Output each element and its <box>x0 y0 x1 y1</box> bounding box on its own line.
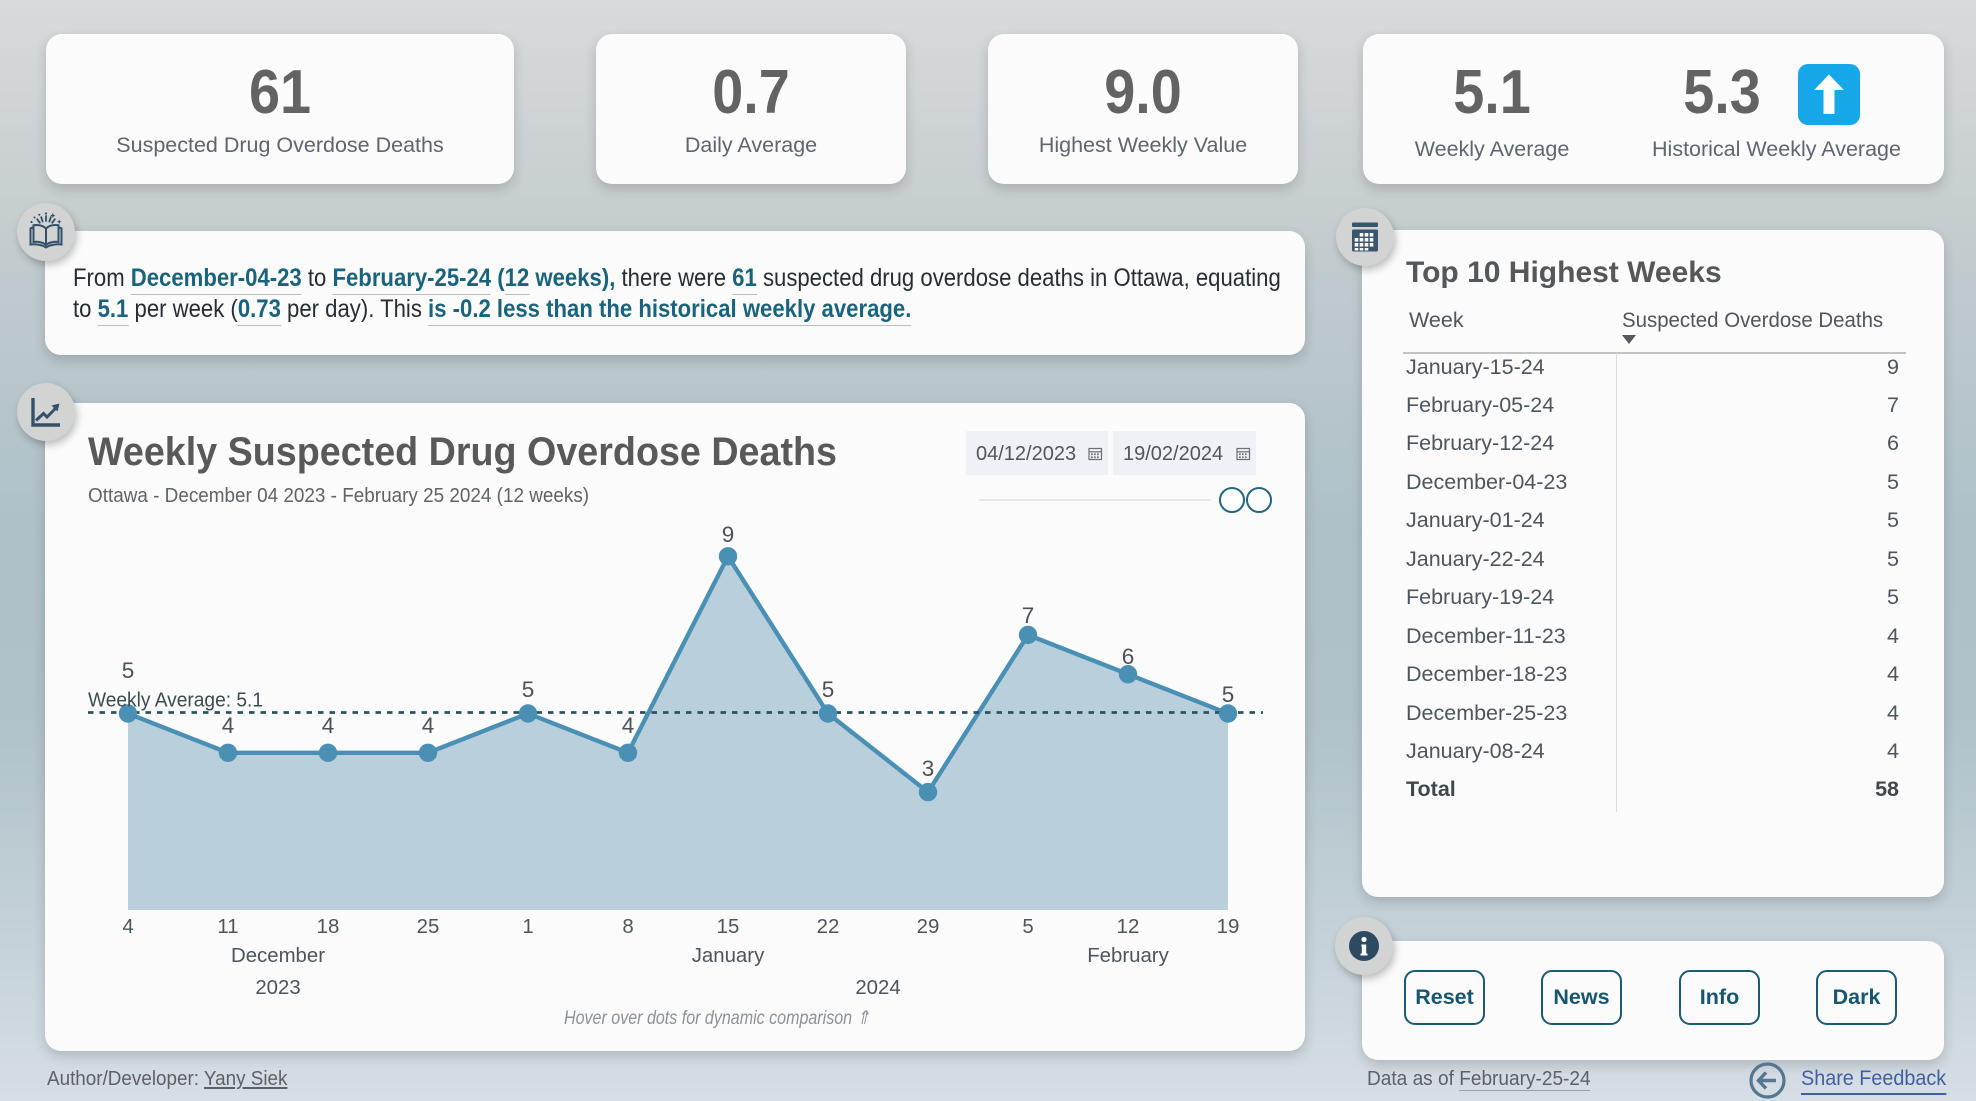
svg-text:9: 9 <box>722 522 735 547</box>
svg-text:19: 19 <box>1217 916 1240 938</box>
svg-text:7: 7 <box>1022 603 1035 628</box>
svg-text:1: 1 <box>522 916 533 938</box>
svg-text:4: 4 <box>422 713 435 738</box>
svg-text:2023: 2023 <box>255 977 300 999</box>
svg-text:5: 5 <box>822 677 835 702</box>
svg-text:3: 3 <box>922 756 935 781</box>
svg-text:22: 22 <box>817 916 840 938</box>
svg-text:18: 18 <box>317 916 340 938</box>
svg-text:12: 12 <box>1117 916 1140 938</box>
svg-text:4: 4 <box>122 916 133 938</box>
svg-text:5: 5 <box>122 658 135 683</box>
svg-text:25: 25 <box>417 916 440 938</box>
svg-text:February: February <box>1087 945 1169 967</box>
svg-text:15: 15 <box>717 916 740 938</box>
svg-text:December: December <box>231 945 325 967</box>
svg-text:4: 4 <box>622 713 635 738</box>
svg-text:5: 5 <box>1222 682 1235 707</box>
svg-text:January: January <box>692 945 765 967</box>
svg-text:6: 6 <box>1122 644 1135 669</box>
svg-text:29: 29 <box>917 916 940 938</box>
svg-text:5: 5 <box>1022 916 1033 938</box>
svg-text:4: 4 <box>222 713 235 738</box>
svg-text:Hover over dots for dynamic co: Hover over dots for dynamic comparison ⇑ <box>564 1008 870 1029</box>
svg-text:11: 11 <box>217 916 238 938</box>
svg-text:5: 5 <box>522 677 535 702</box>
svg-text:2024: 2024 <box>855 977 900 999</box>
svg-text:4: 4 <box>322 713 335 738</box>
svg-text:Weekly Average: 5.1: Weekly Average: 5.1 <box>88 689 263 712</box>
svg-text:8: 8 <box>622 916 633 938</box>
